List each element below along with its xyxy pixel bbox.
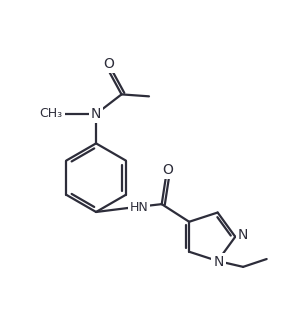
Text: N: N <box>213 255 224 269</box>
Text: N: N <box>91 107 101 121</box>
Text: CH₃: CH₃ <box>40 108 63 121</box>
Text: HN: HN <box>129 201 148 214</box>
Text: O: O <box>103 57 114 71</box>
Text: N: N <box>238 228 248 242</box>
Text: O: O <box>162 163 173 177</box>
